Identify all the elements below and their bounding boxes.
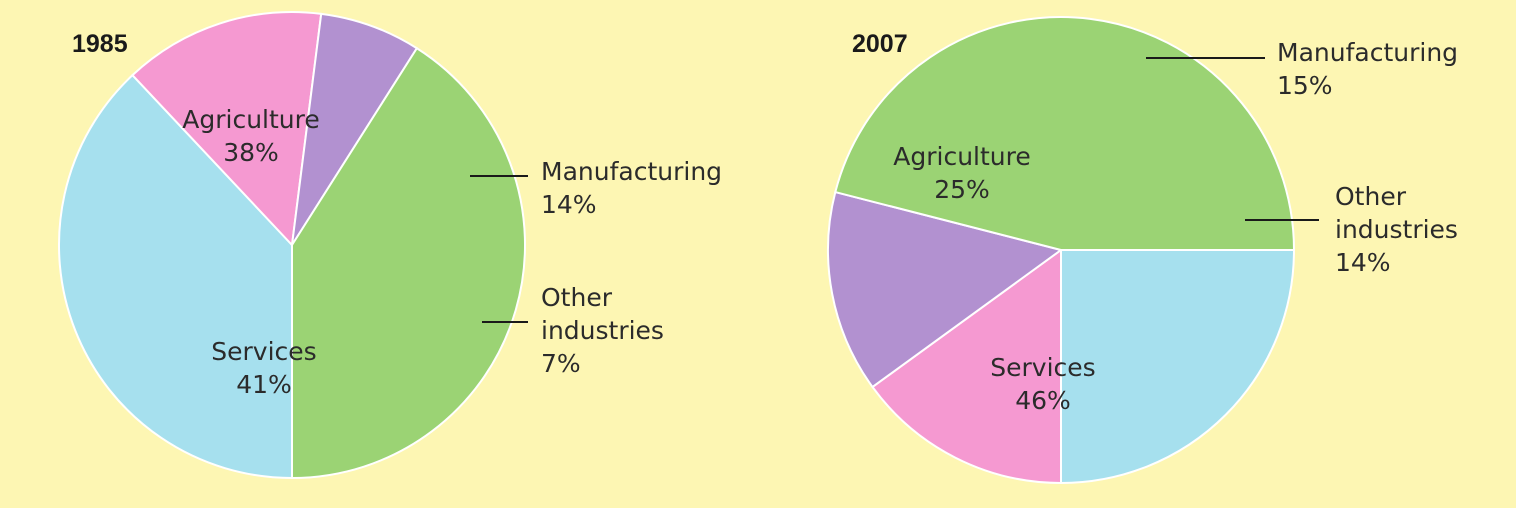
- pie-slice-other-industries-2007: [827, 190, 1064, 389]
- slice-value-other-industries-1985: 7%: [541, 349, 581, 378]
- slice-value-manufacturing-1985: 14%: [541, 190, 597, 219]
- slice-value-other-industries-2007: 14%: [1335, 248, 1391, 277]
- slice-value-services-2007: 46%: [1015, 386, 1071, 415]
- chart-title-1985: 1985: [72, 30, 128, 58]
- pie-slice-manufacturing-2007: [871, 248, 1062, 485]
- slice-label-other-industries-1985: Other industries: [541, 283, 664, 345]
- pie-slice-agriculture-1985: [58, 73, 293, 480]
- pie-slice-other-industries-1985: [291, 12, 419, 246]
- slice-label-manufacturing-1985: Manufacturing: [541, 157, 722, 186]
- slice-label-agriculture-2007: Agriculture: [893, 142, 1031, 171]
- slice-value-manufacturing-2007: 15%: [1277, 71, 1333, 100]
- slice-label-agriculture-1985: Agriculture: [182, 105, 320, 134]
- pie-slice-agriculture-2007: [1060, 249, 1296, 485]
- chart-title-2007: 2007: [852, 30, 908, 58]
- pie-chart-2007: Agriculture 25% Manufacturing 15% Other indus…: [827, 16, 1458, 485]
- slice-value-services-1985: 41%: [236, 370, 292, 399]
- slice-label-services-2007: Services: [990, 353, 1095, 382]
- pie-slice-manufacturing-1985: [131, 11, 323, 248]
- slice-label-manufacturing-2007: Manufacturing: [1277, 38, 1458, 67]
- slice-value-agriculture-1985: 38%: [223, 138, 279, 167]
- pie-chart-1985: Agriculture 38% Manufacturing 14% Other indus…: [58, 11, 722, 480]
- slice-label-services-1985: Services: [211, 337, 316, 366]
- slice-value-agriculture-2007: 25%: [934, 175, 990, 204]
- pie-slice-services-2007: [834, 16, 1296, 251]
- pie-slice-services-1985: [291, 46, 526, 480]
- slice-label-other-industries-2007: Other industries: [1335, 182, 1458, 244]
